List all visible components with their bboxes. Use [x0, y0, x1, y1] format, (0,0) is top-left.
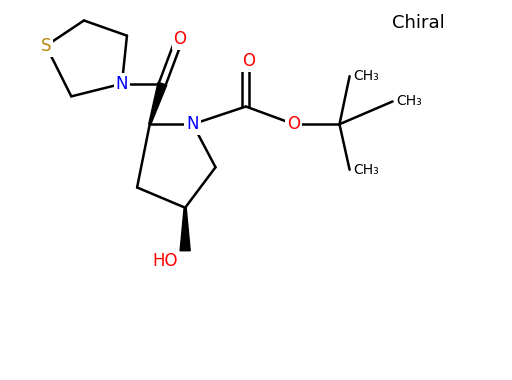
Text: O: O: [242, 52, 255, 70]
Text: O: O: [287, 115, 301, 133]
Text: CH₃: CH₃: [354, 163, 379, 177]
Text: S: S: [41, 37, 51, 55]
Text: HO: HO: [152, 252, 178, 270]
Text: CH₃: CH₃: [397, 95, 422, 108]
Text: O: O: [174, 30, 186, 48]
Text: N: N: [116, 75, 128, 93]
Polygon shape: [149, 82, 167, 125]
Text: Chiral: Chiral: [392, 14, 444, 32]
Text: N: N: [186, 115, 199, 133]
Text: CH₃: CH₃: [354, 69, 379, 83]
Polygon shape: [180, 208, 190, 251]
